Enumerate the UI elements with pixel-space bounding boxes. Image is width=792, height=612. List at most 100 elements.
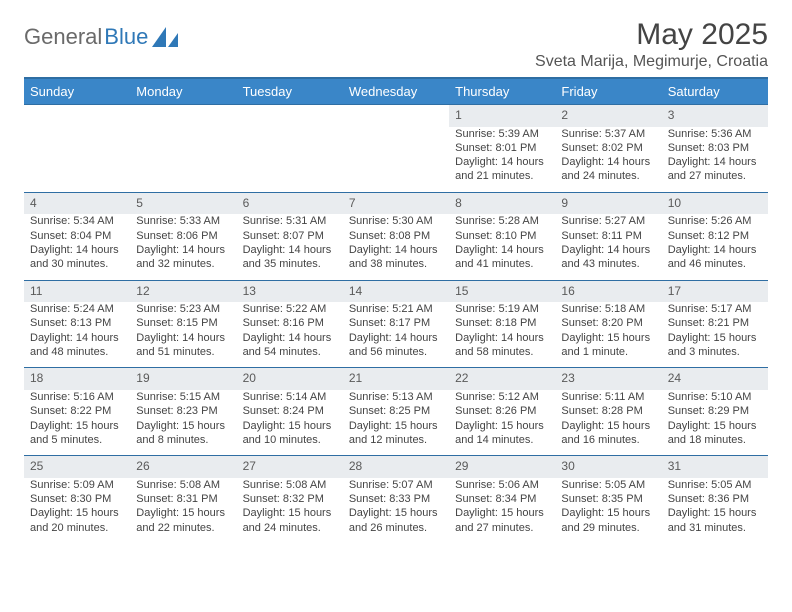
day-info-cell bbox=[343, 127, 449, 193]
day-number-row: 45678910 bbox=[24, 192, 768, 214]
day-number-cell: 15 bbox=[449, 280, 555, 302]
sunrise-text: Sunrise: 5:36 AM bbox=[668, 127, 762, 141]
sunset-text: Sunset: 8:01 PM bbox=[455, 141, 549, 155]
daylight-text: Daylight: 14 hours bbox=[561, 155, 655, 169]
daylight-text: and 54 minutes. bbox=[243, 345, 337, 359]
daylight-text: and 10 minutes. bbox=[243, 433, 337, 447]
sunset-text: Sunset: 8:32 PM bbox=[243, 492, 337, 506]
daylight-text: Daylight: 15 hours bbox=[30, 419, 124, 433]
day-info-cell bbox=[237, 127, 343, 193]
day-number: 2 bbox=[561, 108, 568, 122]
sunset-text: Sunset: 8:10 PM bbox=[455, 229, 549, 243]
sunset-text: Sunset: 8:20 PM bbox=[561, 316, 655, 330]
day-info-cell: Sunrise: 5:11 AMSunset: 8:28 PMDaylight:… bbox=[555, 390, 661, 456]
sunrise-text: Sunrise: 5:27 AM bbox=[561, 214, 655, 228]
daylight-text: and 27 minutes. bbox=[668, 169, 762, 183]
day-number-cell bbox=[130, 105, 236, 127]
sunset-text: Sunset: 8:24 PM bbox=[243, 404, 337, 418]
brand-logo: GeneralBlue bbox=[24, 18, 178, 50]
day-number-cell: 5 bbox=[130, 192, 236, 214]
day-number-cell: 26 bbox=[130, 456, 236, 478]
sunrise-text: Sunrise: 5:39 AM bbox=[455, 127, 549, 141]
sunset-text: Sunset: 8:31 PM bbox=[136, 492, 230, 506]
day-number: 31 bbox=[668, 459, 681, 473]
day-number: 13 bbox=[243, 284, 256, 298]
sunrise-text: Sunrise: 5:12 AM bbox=[455, 390, 549, 404]
sunset-text: Sunset: 8:28 PM bbox=[561, 404, 655, 418]
sunrise-text: Sunrise: 5:23 AM bbox=[136, 302, 230, 316]
day-info-cell: Sunrise: 5:24 AMSunset: 8:13 PMDaylight:… bbox=[24, 302, 130, 368]
daylight-text: and 14 minutes. bbox=[455, 433, 549, 447]
daylight-text: Daylight: 14 hours bbox=[668, 243, 762, 257]
daylight-text: and 29 minutes. bbox=[561, 521, 655, 535]
day-info-cell: Sunrise: 5:39 AMSunset: 8:01 PMDaylight:… bbox=[449, 127, 555, 193]
sunrise-text: Sunrise: 5:17 AM bbox=[668, 302, 762, 316]
day-number-cell: 16 bbox=[555, 280, 661, 302]
day-info-cell: Sunrise: 5:36 AMSunset: 8:03 PMDaylight:… bbox=[662, 127, 768, 193]
daylight-text: and 27 minutes. bbox=[455, 521, 549, 535]
sunrise-text: Sunrise: 5:11 AM bbox=[561, 390, 655, 404]
day-number-cell: 9 bbox=[555, 192, 661, 214]
daylight-text: Daylight: 14 hours bbox=[243, 243, 337, 257]
sunset-text: Sunset: 8:07 PM bbox=[243, 229, 337, 243]
sunrise-text: Sunrise: 5:15 AM bbox=[136, 390, 230, 404]
sunrise-text: Sunrise: 5:21 AM bbox=[349, 302, 443, 316]
sunrise-text: Sunrise: 5:24 AM bbox=[30, 302, 124, 316]
sunrise-text: Sunrise: 5:19 AM bbox=[455, 302, 549, 316]
daylight-text: and 16 minutes. bbox=[561, 433, 655, 447]
daylight-text: and 43 minutes. bbox=[561, 257, 655, 271]
day-info-cell: Sunrise: 5:21 AMSunset: 8:17 PMDaylight:… bbox=[343, 302, 449, 368]
daylight-text: Daylight: 14 hours bbox=[136, 243, 230, 257]
sunset-text: Sunset: 8:15 PM bbox=[136, 316, 230, 330]
daylight-text: Daylight: 15 hours bbox=[136, 506, 230, 520]
daylight-text: Daylight: 14 hours bbox=[136, 331, 230, 345]
sunrise-text: Sunrise: 5:05 AM bbox=[561, 478, 655, 492]
day-number: 24 bbox=[668, 371, 681, 385]
day-info-cell: Sunrise: 5:18 AMSunset: 8:20 PMDaylight:… bbox=[555, 302, 661, 368]
day-info-cell: Sunrise: 5:05 AMSunset: 8:35 PMDaylight:… bbox=[555, 478, 661, 543]
day-number-cell: 4 bbox=[24, 192, 130, 214]
day-info-cell bbox=[130, 127, 236, 193]
day-number: 1 bbox=[455, 108, 462, 122]
day-number-cell: 31 bbox=[662, 456, 768, 478]
day-number-cell: 14 bbox=[343, 280, 449, 302]
day-number-cell: 6 bbox=[237, 192, 343, 214]
daylight-text: Daylight: 14 hours bbox=[30, 331, 124, 345]
day-number-cell: 12 bbox=[130, 280, 236, 302]
sunset-text: Sunset: 8:25 PM bbox=[349, 404, 443, 418]
daylight-text: Daylight: 14 hours bbox=[243, 331, 337, 345]
day-number-cell bbox=[343, 105, 449, 127]
sunset-text: Sunset: 8:04 PM bbox=[30, 229, 124, 243]
daylight-text: and 8 minutes. bbox=[136, 433, 230, 447]
day-number: 30 bbox=[561, 459, 574, 473]
day-info-cell: Sunrise: 5:09 AMSunset: 8:30 PMDaylight:… bbox=[24, 478, 130, 543]
daylight-text: and 21 minutes. bbox=[455, 169, 549, 183]
day-number: 27 bbox=[243, 459, 256, 473]
daylight-text: and 24 minutes. bbox=[243, 521, 337, 535]
sunrise-text: Sunrise: 5:37 AM bbox=[561, 127, 655, 141]
sunset-text: Sunset: 8:12 PM bbox=[668, 229, 762, 243]
weekday-header: Saturday bbox=[662, 78, 768, 105]
day-info-cell: Sunrise: 5:30 AMSunset: 8:08 PMDaylight:… bbox=[343, 214, 449, 280]
sunset-text: Sunset: 8:26 PM bbox=[455, 404, 549, 418]
day-number: 25 bbox=[30, 459, 43, 473]
daylight-text: Daylight: 15 hours bbox=[455, 506, 549, 520]
sunset-text: Sunset: 8:29 PM bbox=[668, 404, 762, 418]
day-info-cell: Sunrise: 5:14 AMSunset: 8:24 PMDaylight:… bbox=[237, 390, 343, 456]
day-number-cell: 24 bbox=[662, 368, 768, 390]
day-number-row: 123 bbox=[24, 105, 768, 127]
weekday-header: Wednesday bbox=[343, 78, 449, 105]
daylight-text: and 31 minutes. bbox=[668, 521, 762, 535]
day-number: 14 bbox=[349, 284, 362, 298]
weekday-header: Thursday bbox=[449, 78, 555, 105]
day-number: 9 bbox=[561, 196, 568, 210]
sunset-text: Sunset: 8:21 PM bbox=[668, 316, 762, 330]
calendar-body: 123Sunrise: 5:39 AMSunset: 8:01 PMDaylig… bbox=[24, 105, 768, 543]
daylight-text: Daylight: 14 hours bbox=[455, 331, 549, 345]
daylight-text: and 26 minutes. bbox=[349, 521, 443, 535]
daylight-text: and 51 minutes. bbox=[136, 345, 230, 359]
day-info-cell: Sunrise: 5:08 AMSunset: 8:32 PMDaylight:… bbox=[237, 478, 343, 543]
sunrise-text: Sunrise: 5:26 AM bbox=[668, 214, 762, 228]
sunset-text: Sunset: 8:30 PM bbox=[30, 492, 124, 506]
daylight-text: and 58 minutes. bbox=[455, 345, 549, 359]
